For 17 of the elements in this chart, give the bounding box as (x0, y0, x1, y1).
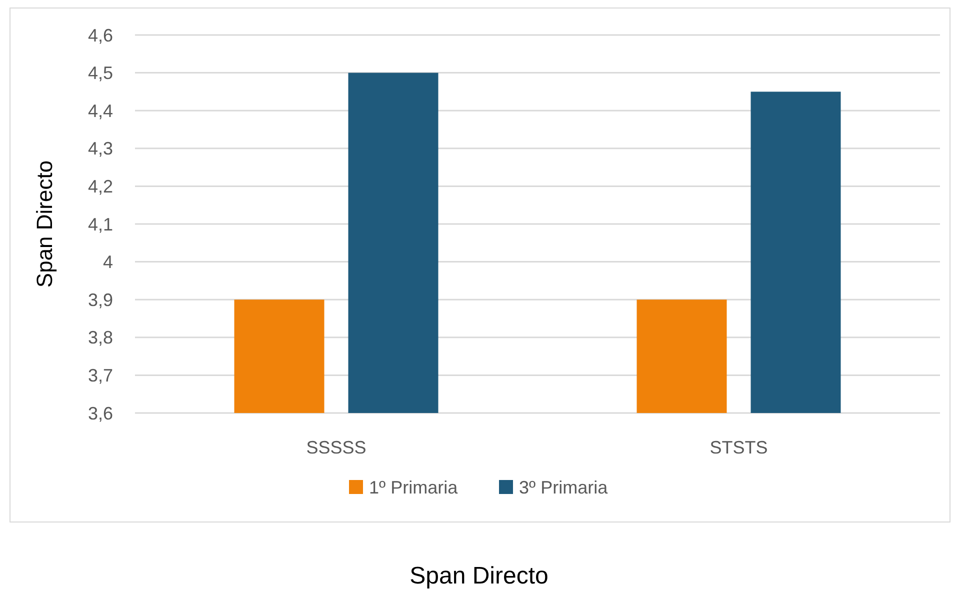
y-tick-label: 4,5 (88, 63, 113, 84)
x-tick-label: STSTS (710, 437, 768, 458)
legend-label: 3º Primaria (519, 477, 609, 498)
y-tick-label: 3,8 (88, 328, 113, 348)
x-tick-label: SSSSS (306, 437, 366, 458)
y-tick-label: 4,1 (88, 214, 113, 234)
y-tick-label: 3,6 (88, 403, 113, 424)
y-tick-label: 4,4 (88, 100, 113, 121)
x-axis-title: Span Directo (410, 562, 548, 590)
y-axis-title: Span Directo (32, 160, 57, 288)
y-tick-label: 4,2 (88, 176, 113, 196)
y-tick-label: 4,6 (88, 25, 113, 46)
y-tick-label: 4,3 (88, 138, 113, 159)
legend-label: 1º Primaria (369, 477, 459, 498)
y-tick-label: 4 (102, 252, 113, 272)
y-tick-label: 3,7 (88, 366, 113, 386)
y-tick-label: 3,9 (88, 290, 113, 310)
